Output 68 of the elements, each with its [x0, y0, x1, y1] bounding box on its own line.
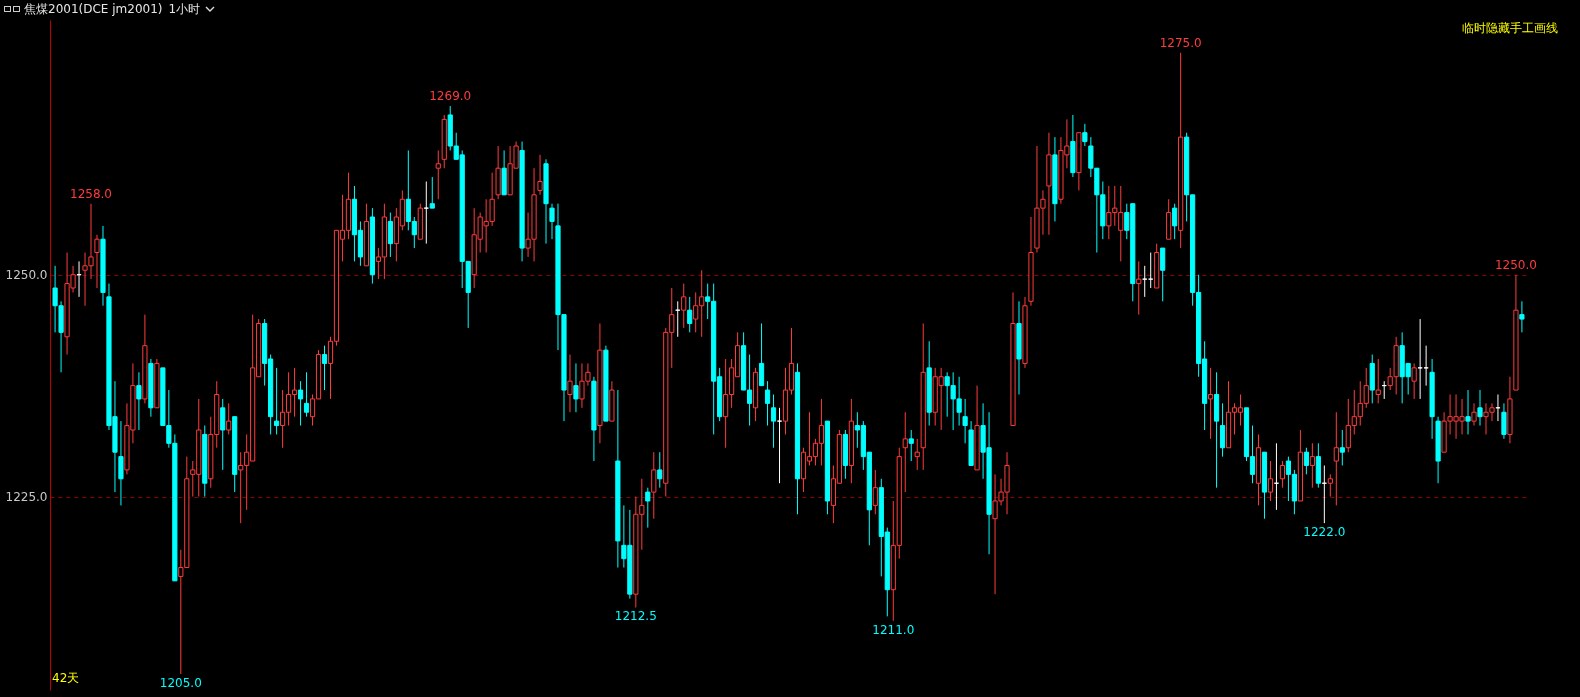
candlestick — [1375, 358, 1381, 404]
candlestick — [1148, 252, 1154, 289]
candlestick — [1333, 411, 1339, 506]
candlestick — [1411, 362, 1417, 400]
annotation: 1275.0 — [1159, 35, 1202, 50]
candlestick — [220, 398, 226, 471]
candlestick — [1082, 123, 1088, 147]
candlestick — [297, 380, 304, 427]
candlestick — [651, 451, 657, 520]
candlestick — [136, 371, 142, 431]
annotation: 1212.5 — [614, 609, 657, 624]
y-tick-label: 1225.0 — [5, 490, 48, 505]
candlestick — [1423, 345, 1429, 387]
candlestick — [537, 154, 543, 196]
candlestick — [1207, 367, 1214, 440]
candlestick — [226, 402, 232, 435]
annotation: 1269.0 — [429, 89, 472, 104]
candlestick — [908, 429, 914, 462]
candlestick — [429, 176, 435, 209]
candlestick — [914, 438, 920, 471]
candlestick — [94, 234, 100, 289]
candlestick — [770, 393, 777, 449]
candlestick — [1303, 447, 1309, 475]
candlestick — [681, 283, 687, 329]
chart-title: 焦煤2001(DCE jm2001) — [24, 0, 163, 18]
candlestick — [902, 411, 908, 493]
candlestick — [1339, 429, 1345, 466]
candlestick — [1267, 460, 1274, 502]
candlestick — [962, 398, 968, 444]
annotation: 1205.0 — [159, 676, 202, 691]
candlestick — [1279, 460, 1286, 489]
candlestick — [687, 296, 693, 333]
candlestick — [303, 371, 310, 418]
candlestick — [1519, 300, 1525, 333]
candlestick — [645, 487, 651, 529]
candlestick — [776, 407, 783, 484]
candlestick — [1417, 318, 1423, 400]
candlestick — [1471, 402, 1477, 427]
candlestick — [1477, 389, 1483, 427]
annotation: 1211.0 — [872, 622, 915, 637]
chart-subtitle: 1小时 — [168, 0, 201, 18]
annotation: 42天 — [52, 670, 80, 687]
candlestick — [764, 380, 771, 427]
candlestick — [1501, 402, 1507, 440]
annotation: 1222.0 — [1303, 525, 1346, 540]
candlestick — [1309, 442, 1315, 489]
candlestick — [1160, 247, 1166, 302]
candlestick — [1142, 265, 1148, 298]
candlestick — [758, 323, 765, 387]
annotation: 1258.0 — [70, 186, 113, 201]
candlestick — [387, 212, 393, 258]
candlestick — [1136, 260, 1142, 316]
candlestick — [1172, 203, 1178, 240]
candlestick — [549, 203, 555, 240]
annotation: 临时隐藏手工画线 — [1462, 20, 1558, 37]
candlestick — [872, 469, 878, 515]
annotation: 1250.0 — [1494, 257, 1537, 272]
candlestick — [1327, 473, 1333, 498]
candlestick — [567, 354, 573, 413]
candlestick — [1465, 389, 1471, 435]
candlestick — [1219, 402, 1226, 458]
candlestick — [274, 367, 280, 435]
candlestick — [118, 420, 124, 506]
candlestick — [423, 181, 429, 245]
candlestick — [657, 451, 663, 489]
candlestick — [435, 149, 441, 200]
candlestick — [573, 362, 579, 413]
candlestick — [321, 345, 328, 391]
